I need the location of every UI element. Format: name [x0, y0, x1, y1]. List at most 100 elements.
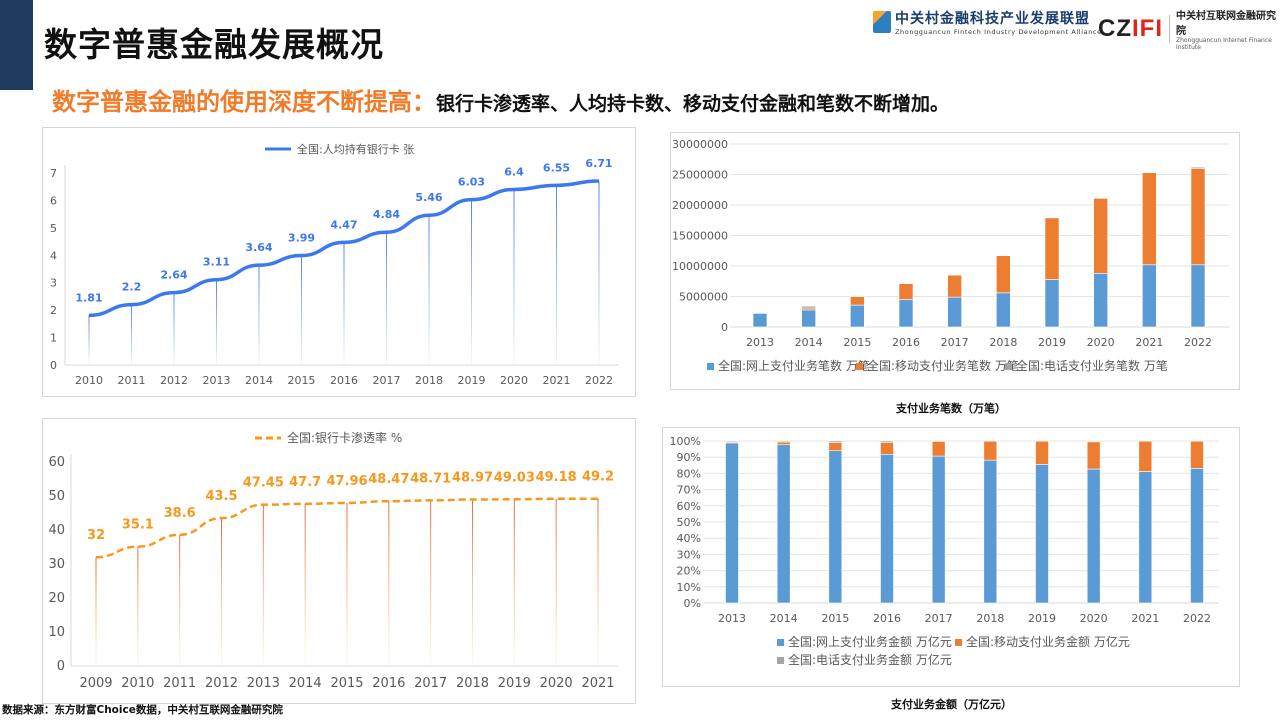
x-tick-label: 2016 — [873, 612, 901, 625]
y-tick-label: 10% — [677, 581, 701, 594]
legend-swatch — [707, 363, 714, 370]
x-tick-label: 2015 — [843, 336, 871, 349]
bar-segment — [776, 441, 791, 446]
data-label: 35.1 — [122, 518, 154, 533]
bar-segment — [1190, 440, 1204, 469]
drop-line — [262, 504, 264, 666]
bar-segment — [880, 442, 894, 455]
y-tick-label: 0% — [684, 597, 701, 610]
data-label: 3.64 — [245, 241, 272, 254]
x-tick-label: 2018 — [456, 676, 489, 691]
data-label: 48.47 — [368, 472, 409, 487]
series-line — [95, 497, 599, 559]
x-tick-label: 2021 — [1135, 336, 1163, 349]
x-tick-label: 2012 — [160, 374, 188, 387]
legend-label: 全国:移动支付业务笔数 万笔 — [867, 358, 1019, 373]
legend-swatch — [1005, 363, 1012, 370]
drop-line — [598, 180, 600, 365]
bar-segment — [1142, 264, 1157, 328]
bar-segment — [983, 440, 998, 461]
data-label: 2.2 — [122, 281, 142, 294]
data-label: 47.7 — [289, 475, 321, 490]
drop-line — [304, 503, 306, 666]
legend-swatch — [777, 639, 784, 646]
alliance-name-en: Zhongguancun Fintech Industry Developmen… — [895, 28, 1102, 36]
y-tick-label: 10 — [48, 625, 65, 640]
x-tick-label: 2020 — [500, 374, 528, 387]
data-label: 48.97 — [452, 471, 493, 486]
x-tick-label: 2017 — [941, 336, 969, 349]
bar-segment — [850, 304, 865, 328]
bar-segment — [947, 274, 962, 298]
bar-segment — [1190, 264, 1206, 328]
x-tick-label: 2011 — [163, 676, 196, 691]
alliance-logo: 中关村金融科技产业发展联盟 Zhongguancun Fintech Indus… — [873, 8, 1102, 36]
bar-segment — [725, 442, 739, 604]
legend-label: 全国:电话支付业务笔数 万笔 — [1016, 358, 1168, 373]
subtitle-highlight: 数字普惠金融的使用深度不断提高： — [52, 88, 436, 116]
payment-amount-svg: 0% 10% 20% 30% 40% 50% 60% 70% 80% 90% 100% 2013 201… — [670, 435, 1219, 667]
bar-segment — [752, 313, 768, 328]
bar-segment — [776, 440, 791, 443]
data-label: 47.96 — [326, 474, 367, 489]
x-tick-label: 2020 — [1080, 612, 1108, 625]
y-tick-label: 2 — [50, 304, 57, 317]
data-label: 1.81 — [75, 291, 102, 304]
y-tick-label: 6 — [50, 194, 57, 207]
drop-line — [137, 546, 139, 666]
bar-segment — [1093, 273, 1108, 328]
bar-segment — [1138, 471, 1153, 604]
x-tick-label: 2016 — [372, 676, 405, 691]
data-label: 4.47 — [330, 218, 357, 231]
y-tick-label: 30 — [48, 557, 65, 572]
bar-segment — [931, 455, 946, 604]
drop-line — [472, 499, 473, 666]
bar-segment — [1035, 440, 1049, 465]
data-label: 48.71 — [410, 471, 451, 486]
bar-segment — [1190, 168, 1206, 266]
x-tick-label: 2019 — [1038, 336, 1066, 349]
bank-cards-per-capita-chart: 0 1 2 3 4 5 6 7 2010 2011 2012 2013 2014 2015 2016 2017… — [42, 127, 636, 397]
x-tick-label: 2014 — [770, 612, 798, 625]
y-tick-label: 90% — [677, 451, 701, 464]
bar-segment — [931, 441, 946, 457]
bar-segment — [1044, 217, 1060, 280]
y-tick-label: 50% — [677, 516, 701, 529]
bar-segment — [828, 450, 843, 604]
drop-line — [513, 189, 515, 365]
bar-segment — [898, 299, 914, 328]
x-tick-label: 2020 — [540, 676, 573, 691]
x-tick-label: 2013 — [247, 676, 280, 691]
payment-count-chart: 0 5000000 10000000 15000000 20000000 25000000… — [670, 132, 1240, 390]
bar-segment — [1086, 468, 1101, 604]
y-tick-label: 0 — [57, 659, 65, 674]
data-label: 38.6 — [164, 506, 196, 521]
bar-segment — [947, 296, 962, 328]
x-tick-label: 2015 — [288, 374, 316, 387]
x-tick-label: 2014 — [245, 374, 273, 387]
x-tick-label: 2016 — [892, 336, 920, 349]
drop-line — [179, 534, 181, 666]
data-label: 2.64 — [160, 269, 187, 282]
bar-segment — [996, 292, 1011, 328]
y-tick-label: 10000000 — [672, 260, 728, 273]
drop-line — [430, 500, 432, 666]
legend-swatch — [777, 657, 784, 664]
data-label: 6.71 — [585, 157, 612, 170]
payment-count-caption: 支付业务笔数（万笔） — [896, 402, 1006, 415]
bar-segment — [983, 459, 998, 604]
institute-name-cn: 中关村互联网金融研究院 — [1176, 11, 1276, 37]
czifi-mark: CZIFI — [1098, 15, 1170, 43]
bar-segment — [1142, 172, 1157, 266]
payment-amount-caption: 支付业务金额（万亿元） — [891, 698, 1012, 711]
legend-label: 全国:电话支付业务金额 万亿元 — [788, 652, 952, 667]
bar-segment — [1190, 468, 1204, 604]
subtitle-rest: 银行卡渗透率、人均持卡数、移动支付金融和笔数不断增加。 — [436, 93, 950, 115]
x-tick-label: 2022 — [1184, 336, 1212, 349]
drop-line — [513, 499, 515, 666]
bar-segment — [1093, 197, 1108, 274]
data-label: 32 — [87, 528, 105, 543]
payment-count-svg: 0 5000000 10000000 15000000 20000000 25000000… — [672, 138, 1229, 373]
header-accent-bar — [0, 0, 33, 90]
legend-label: 全国:银行卡渗透率 % — [287, 430, 402, 445]
